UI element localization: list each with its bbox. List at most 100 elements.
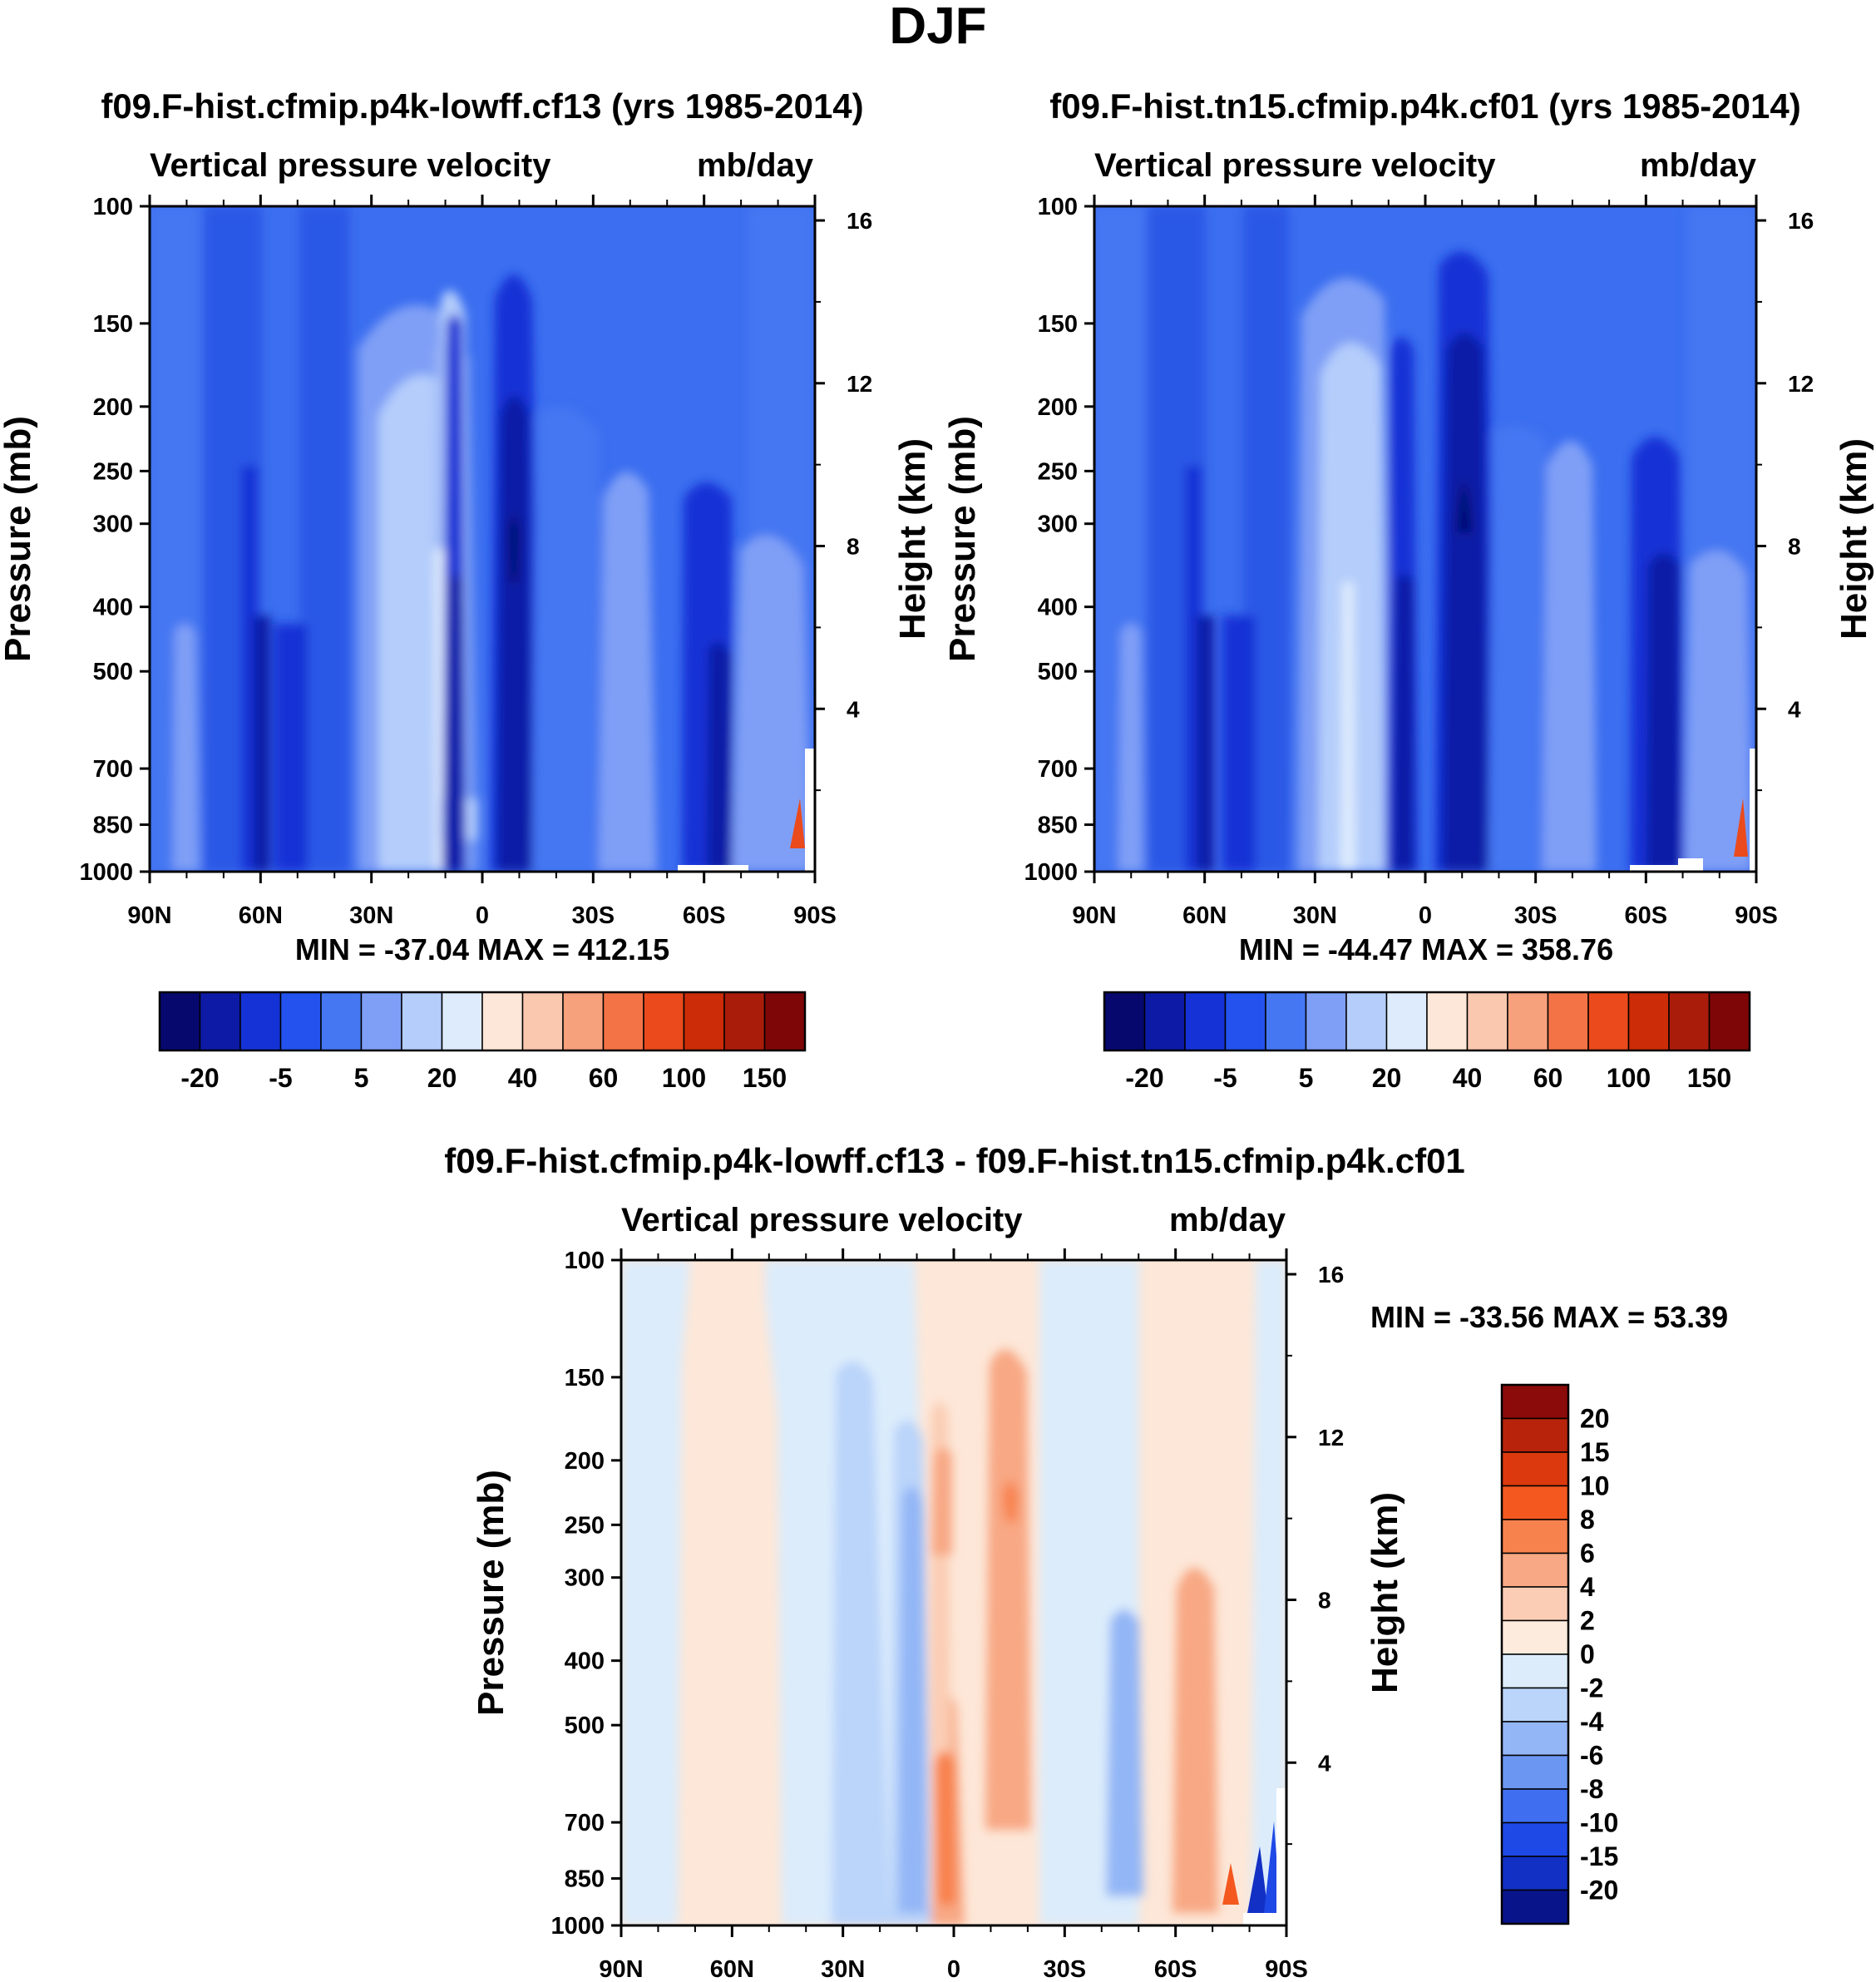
panel-2-y2label: Height (km) — [1834, 438, 1874, 640]
colorbar-label: -15 — [1580, 1841, 1618, 1871]
x-tick-label: 90S — [1265, 1956, 1308, 1982]
colorbar-box — [1305, 991, 1347, 1051]
panel-1-title: f09.F-hist.cfmip.p4k-lowff.cf13 (yrs 198… — [101, 86, 863, 126]
panel-3-y2label: Height (km) — [1365, 1492, 1405, 1693]
y-tick-label: 200 — [565, 1448, 605, 1475]
panel-3-field — [621, 1260, 1286, 1925]
colorbar-box — [1345, 991, 1388, 1051]
colorbar-box — [360, 991, 402, 1051]
y-tick-label: 500 — [93, 659, 133, 685]
colorbar-label: -4 — [1580, 1707, 1604, 1737]
colorbar-box — [1143, 991, 1186, 1051]
y-tick-label: 200 — [1038, 394, 1078, 421]
colorbar-label: 10 — [1580, 1471, 1610, 1501]
x-tick-label: 0 — [947, 1956, 960, 1982]
colorbar-box — [320, 991, 363, 1051]
figure-title: DJF — [889, 0, 986, 55]
y2-tick-label: 4 — [1318, 1750, 1331, 1776]
y-tick-label: 700 — [1038, 756, 1078, 783]
panel-3-subtitle-right: mb/day — [1169, 1202, 1286, 1238]
x-tick-label: 60S — [1154, 1956, 1197, 1982]
colorbar-label: -20 — [1125, 1063, 1163, 1093]
x-tick-label: 0 — [476, 902, 489, 929]
y-tick-label: 850 — [565, 1866, 605, 1893]
y2-tick-label: 8 — [1788, 534, 1801, 560]
x-tick-label: 90S — [793, 902, 837, 929]
y2-tick-label: 12 — [847, 371, 872, 397]
x-tick-label: 30S — [572, 902, 615, 929]
colorbar-box — [1426, 991, 1469, 1051]
panel-3-subtitle-left: Vertical pressure velocity — [621, 1202, 1023, 1238]
y-tick-label: 500 — [1038, 659, 1078, 685]
colorbar-box — [1501, 1721, 1569, 1757]
colorbar-label: -5 — [269, 1063, 292, 1093]
colorbar-box — [602, 991, 644, 1051]
panel-2-colorbar: -20 -5 5 20 40 60 100 150 — [1103, 991, 1751, 1093]
colorbar-box — [199, 991, 241, 1051]
colorbar-label: 40 — [508, 1063, 538, 1093]
x-tick-label: 90N — [599, 1956, 643, 1982]
x-tick-label: 30N — [821, 1956, 865, 1982]
x-tick-label: 0 — [1419, 902, 1432, 929]
colorbar-box — [1668, 991, 1711, 1051]
colorbar-box — [1501, 1451, 1569, 1487]
colorbar-box — [1501, 1552, 1569, 1588]
x-tick-label: 30N — [349, 902, 393, 929]
x-tick-label: 60S — [683, 902, 726, 929]
panel-3-ylabel: Pressure (mb) — [471, 1470, 511, 1716]
colorbar-box — [401, 991, 443, 1051]
colorbar-box — [1466, 991, 1508, 1051]
y-tick-label: 300 — [93, 512, 133, 538]
panel-3-title: f09.F-hist.cfmip.p4k-lowff.cf13 - f09.F-… — [444, 1141, 1465, 1180]
y2-tick-label: 12 — [1318, 1425, 1344, 1451]
colorbar-box — [1501, 1856, 1569, 1891]
colorbar-box — [1507, 991, 1549, 1051]
x-tick-label: 60N — [710, 1956, 754, 1982]
colorbar-box — [1708, 991, 1750, 1051]
panel-1-subtitle-right: mb/day — [697, 147, 814, 184]
panel-1-axes: 100 150 200 250 300 400 500 700 850 1000 16 12 8 4 90N… — [79, 194, 872, 929]
y-tick-label: 1000 — [79, 859, 133, 886]
colorbar-box — [159, 991, 201, 1051]
y-tick-label: 150 — [93, 311, 133, 338]
colorbar-box — [1385, 991, 1428, 1051]
colorbar-box — [279, 991, 322, 1051]
colorbar-box — [1547, 991, 1589, 1051]
colorbar-frame — [158, 991, 807, 1052]
y-tick-label: 400 — [93, 595, 133, 621]
panel-1-field — [150, 206, 815, 872]
colorbar-box — [521, 991, 564, 1051]
colorbar-box — [239, 991, 282, 1051]
y2-tick-label: 4 — [847, 696, 860, 722]
colorbar-box — [1501, 1384, 1569, 1420]
colorbar-box — [1587, 991, 1630, 1051]
colorbar-label: 20 — [1580, 1404, 1610, 1434]
y-tick-label: 200 — [93, 394, 133, 421]
colorbar-box — [1501, 1519, 1569, 1554]
y-tick-label: 700 — [565, 1810, 605, 1836]
colorbar-box — [1501, 1653, 1569, 1689]
colorbar-label: 6 — [1580, 1539, 1595, 1569]
colorbar-label: 60 — [589, 1063, 619, 1093]
colorbar-label: 100 — [1607, 1063, 1651, 1093]
colorbar-box — [1501, 1619, 1569, 1655]
y2-tick-label: 16 — [1318, 1262, 1344, 1288]
colorbar-label: 2 — [1580, 1606, 1595, 1636]
colorbar-box — [723, 991, 766, 1051]
colorbar-label: -10 — [1580, 1808, 1618, 1838]
panel-2-stats: MIN = -44.47 MAX = 358.76 — [1239, 932, 1613, 966]
x-tick-label: 60S — [1625, 902, 1668, 929]
colorbar-frame — [1500, 1383, 1570, 1925]
colorbar-box — [562, 991, 605, 1051]
colorbar-label: -20 — [1580, 1876, 1618, 1905]
panel-3-stats: MIN = -33.56 MAX = 53.39 — [1370, 1300, 1728, 1334]
colorbar-box — [683, 991, 725, 1051]
panel-3: f09.F-hist.cfmip.p4k-lowff.cf13 - f09.F-… — [444, 1141, 1728, 1982]
x-tick-label: 30N — [1293, 902, 1337, 929]
panel-2: f09.F-hist.tn15.cfmip.p4k.cf01 (yrs 1985… — [942, 86, 1874, 1093]
colorbar-label: 0 — [1580, 1639, 1595, 1669]
colorbar-label: 4 — [1580, 1572, 1595, 1602]
y-tick-label: 100 — [1038, 194, 1078, 220]
